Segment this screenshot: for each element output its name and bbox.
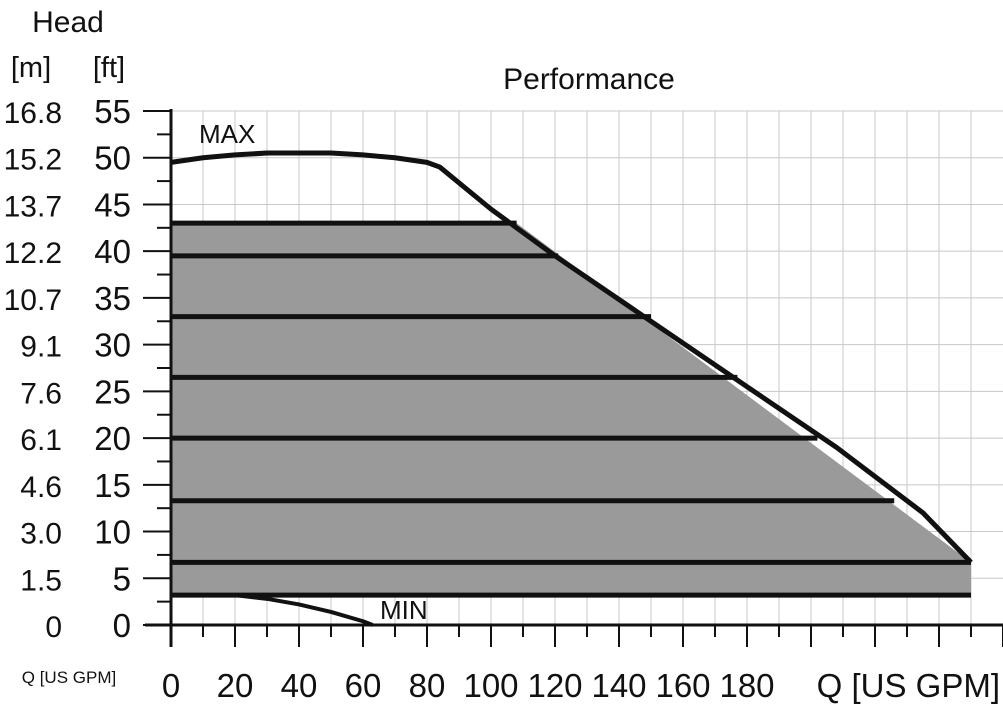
y-tick-label-m: 6.1: [20, 424, 62, 457]
max-curve: [170, 150, 973, 565]
y-tick-label-m: 13.7: [4, 190, 62, 223]
operating-area: [171, 223, 971, 596]
tick-labels: 0051.5103.0154.6206.1257.6309.13510.7401…: [4, 93, 775, 704]
min-curve: [171, 593, 374, 627]
y-tick-label-ft: 20: [94, 420, 131, 457]
x-tick-label: 20: [217, 667, 254, 704]
limit-curves: [170, 150, 973, 627]
x-tick-label: 40: [281, 667, 318, 704]
y-tick-label-m: 10.7: [4, 284, 62, 317]
y-tick-label-ft: 25: [94, 373, 131, 410]
y-tick-label-m: 12.2: [4, 237, 62, 270]
y-tick-label-m: 15.2: [4, 144, 62, 177]
y-axis-title: Head: [32, 6, 104, 39]
y-unit-m: [m]: [11, 52, 51, 84]
y-tick-label-ft: 50: [94, 140, 131, 177]
y-tick-label-m: 3.0: [20, 518, 62, 551]
y-tick-label-m: 9.1: [20, 331, 62, 364]
shaded-region: [171, 223, 971, 596]
y-tick-label-ft: 35: [94, 280, 131, 317]
speed-lines: [171, 220, 971, 598]
y-tick-label-m: 4.6: [20, 471, 62, 504]
x-tick-label: 140: [591, 667, 646, 704]
max-curve-label: MAX: [199, 119, 255, 149]
x-tick-label: 100: [463, 667, 518, 704]
x-tick-label: 0: [162, 667, 180, 704]
min-curve-label: MIN: [380, 595, 428, 625]
y-tick-label-m: 1.5: [20, 564, 62, 597]
y-unit-ft: [ft]: [93, 52, 125, 84]
y-tick-label-ft: 55: [94, 93, 131, 130]
x-axis-label-left: Q [US GPM]: [22, 668, 116, 687]
x-tick-label: 180: [719, 667, 774, 704]
y-tick-label-ft: 45: [94, 186, 131, 223]
x-tick-label: 160: [655, 667, 710, 704]
y-tick-label-m: 7.6: [20, 377, 62, 410]
y-tick-label-ft: 30: [94, 327, 131, 364]
x-tick-label: 120: [527, 667, 582, 704]
axes: [143, 109, 1003, 647]
y-tick-label-ft: 0: [113, 607, 131, 644]
x-tick-label: 60: [345, 667, 382, 704]
x-tick-label: 80: [409, 667, 446, 704]
y-tick-label-ft: 40: [94, 233, 131, 270]
y-tick-label-ft: 10: [94, 514, 131, 551]
y-tick-label-m: 16.8: [4, 97, 62, 130]
y-tick-label-ft: 5: [113, 560, 131, 597]
chart-title: Performance: [503, 63, 675, 96]
y-tick-label-ft: 15: [94, 467, 131, 504]
y-tick-label-m: 0: [45, 611, 62, 644]
x-axis-label: Q [US GPM]: [817, 667, 1000, 704]
